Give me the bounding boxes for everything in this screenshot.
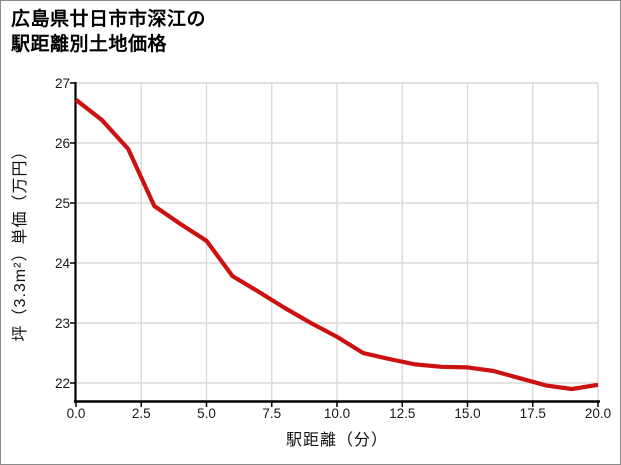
x-axis-title: 駅距離（分） [285,432,388,449]
chart-title: 広島県廿日市市深江の 駅距離別土地価格 [11,7,206,57]
x-tick-label: 10.0 [323,406,351,421]
y-axis-title: 坪（3.3m²）単価（万円） [12,142,29,342]
x-tick-label: 12.5 [389,406,416,421]
x-tick-label: 17.5 [519,406,546,421]
x-tick-label: 5.0 [197,406,216,421]
y-tick-label: 25 [54,195,70,211]
y-tick-label: 22 [54,375,70,391]
y-tick-label: 26 [54,135,70,151]
x-tick-label: 15.0 [454,406,481,421]
price-line [74,98,599,392]
chart-title-line2: 駅距離別土地価格 [11,34,168,55]
chart-title-line1: 広島県廿日市市深江の [11,9,207,30]
x-tick-label: 7.5 [262,406,282,421]
y-tick-label: 27 [54,75,70,91]
x-tick-label: 20.0 [584,406,612,421]
x-tick-label: 0.0 [66,406,86,421]
x-tick-label: 2.5 [131,406,151,421]
y-tick-label: 24 [54,255,70,271]
y-tick-label: 23 [54,315,70,331]
